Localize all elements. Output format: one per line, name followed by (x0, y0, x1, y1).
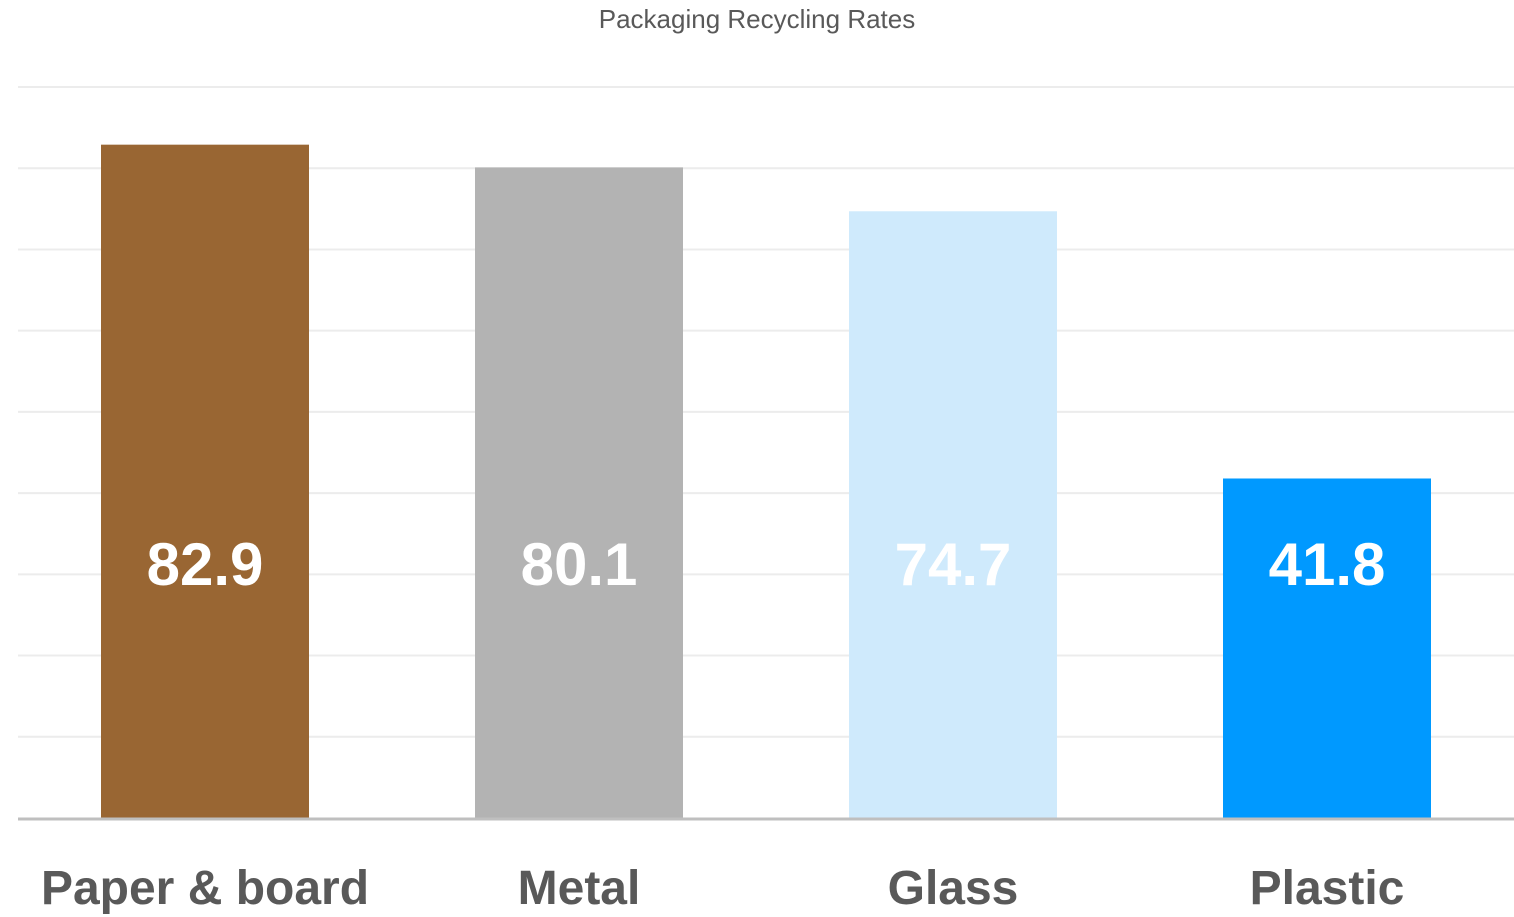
bar-0 (101, 144, 309, 818)
chart-title: Packaging Recycling Rates (598, 4, 916, 34)
bar-1 (475, 167, 683, 818)
bar-2 (849, 211, 1057, 818)
data-label-3: 41.8 (1269, 531, 1386, 598)
category-label-0: Paper & board (41, 862, 369, 915)
bar-3 (1223, 478, 1431, 818)
category-label-1: Metal (518, 862, 641, 915)
data-label-1: 80.1 (521, 531, 638, 598)
data-label-2: 74.7 (895, 531, 1012, 598)
category-label-2: Glass (888, 862, 1019, 915)
data-label-0: 82.9 (147, 531, 264, 598)
category-label-3: Plastic (1250, 862, 1405, 915)
